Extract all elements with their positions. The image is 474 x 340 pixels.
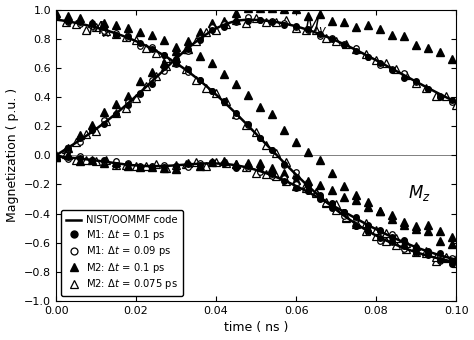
Text: $M_y$: $M_y$: [304, 17, 328, 40]
X-axis label: time ( ns ): time ( ns ): [224, 321, 288, 335]
Text: $M_z$: $M_z$: [408, 183, 431, 203]
Legend: NIST/OOMMF code, M1: $\Delta t$ = 0.1 ps, M1: $\Delta t$ = 0.09 ps, M2: $\Delta : NIST/OOMMF code, M1: $\Delta t$ = 0.1 ps…: [61, 210, 183, 296]
Y-axis label: Magnetization ( p.u. ): Magnetization ( p.u. ): [6, 88, 18, 222]
Text: $M_x$: $M_x$: [88, 18, 111, 38]
